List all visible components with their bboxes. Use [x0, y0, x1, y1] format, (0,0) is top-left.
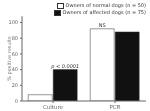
html-text:Owners of normal dogs (n = 50): Owners of normal dogs (n = 50)	[65, 2, 146, 9]
svg-text:p < 0.0001: p < 0.0001	[50, 63, 79, 70]
html-text:Owners of affected dogs (n = 7: Owners of affected dogs (n = 75)	[62, 9, 146, 16]
svg-text:0: 0	[15, 98, 18, 104]
svg-text:40: 40	[12, 66, 18, 72]
svg-text:% positive results: % positive results	[8, 36, 13, 81]
svg-text:NS: NS	[99, 22, 106, 28]
svg-text:Culture: Culture	[43, 104, 64, 110]
svg-text:80: 80	[12, 35, 18, 41]
svg-text:100: 100	[8, 19, 18, 25]
svg-text:20: 20	[12, 82, 18, 88]
svg-text:60: 60	[12, 51, 18, 57]
svg-text:PCR: PCR	[110, 104, 121, 110]
